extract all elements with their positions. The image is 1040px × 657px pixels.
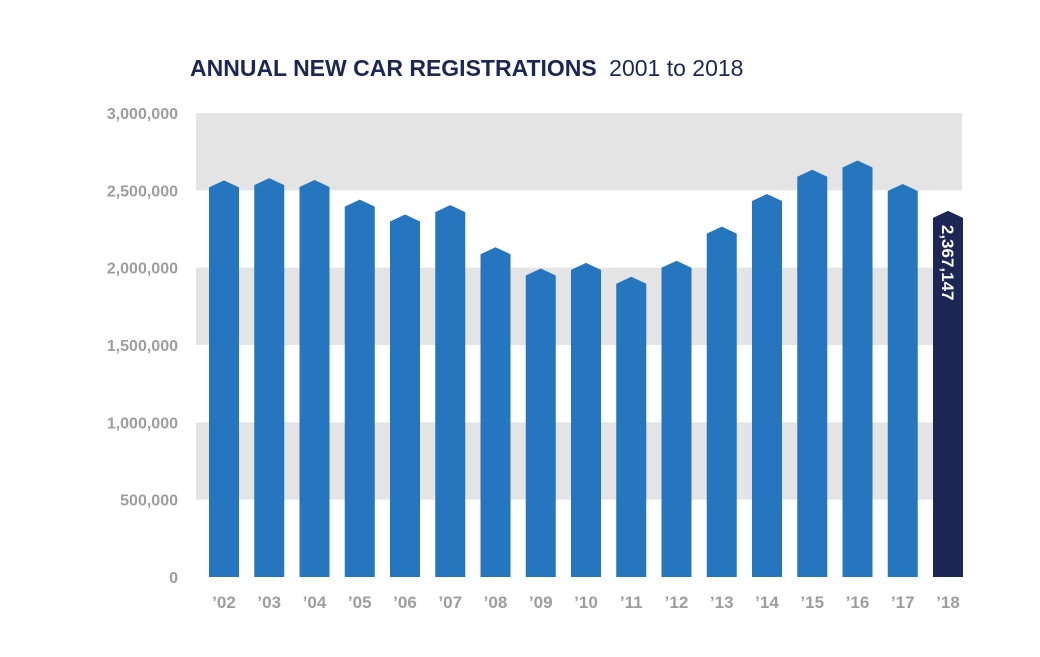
bar bbox=[344, 199, 375, 577]
x-tick-label: ’11 bbox=[620, 593, 643, 612]
data-label: 2,367,147 bbox=[938, 225, 957, 301]
chart-subtitle: 2001 to 2018 bbox=[609, 55, 743, 81]
y-tick-label: 500,000 bbox=[120, 493, 178, 510]
x-tick-label: ’15 bbox=[800, 593, 824, 612]
y-tick-label: 2,000,000 bbox=[107, 261, 178, 278]
bar bbox=[299, 179, 330, 577]
bar bbox=[571, 262, 601, 577]
bar bbox=[525, 268, 556, 577]
x-tick-label: ’07 bbox=[438, 593, 462, 612]
data-labels: 2,367,147 bbox=[938, 225, 957, 301]
x-tick-label: ’10 bbox=[574, 593, 598, 612]
x-tick-label: ’17 bbox=[891, 593, 915, 612]
x-tick-label: ’05 bbox=[348, 593, 372, 612]
x-axis-ticks: ’02 ’03 ’04 ’05 ’06 ’07 ’08 ’09 ’10 ’11 ’12 ’13 ’14 ’… bbox=[212, 593, 960, 612]
bar bbox=[209, 180, 239, 577]
bar bbox=[480, 247, 511, 577]
bar bbox=[435, 205, 466, 577]
x-tick-label: ’14 bbox=[755, 593, 779, 612]
background-band bbox=[196, 113, 962, 191]
bar bbox=[752, 194, 782, 577]
x-tick-label: ’09 bbox=[529, 593, 553, 612]
y-tick-label: 1,500,000 bbox=[107, 338, 178, 355]
bar bbox=[706, 226, 737, 577]
bar bbox=[254, 178, 285, 577]
y-tick-label: 3,000,000 bbox=[107, 106, 178, 123]
x-tick-label: ’02 bbox=[212, 593, 236, 612]
y-tick-label: 1,000,000 bbox=[107, 415, 178, 432]
x-tick-label: ’08 bbox=[484, 593, 508, 612]
bar bbox=[616, 276, 647, 577]
x-tick-label: ’04 bbox=[303, 593, 327, 612]
bar bbox=[661, 260, 692, 577]
chart-title-main: ANNUAL NEW CAR REGISTRATIONS bbox=[190, 55, 597, 81]
bar bbox=[933, 210, 963, 577]
bars bbox=[209, 160, 963, 577]
x-tick-label: ’13 bbox=[710, 593, 734, 612]
x-tick-label: ’16 bbox=[846, 593, 870, 612]
x-tick-label: ’06 bbox=[393, 593, 417, 612]
x-tick-label: ’03 bbox=[257, 593, 281, 612]
x-tick-label: ’18 bbox=[936, 593, 960, 612]
chart-title: ANNUAL NEW CAR REGISTRATIONS 2001 to 201… bbox=[190, 55, 743, 81]
x-tick-label: ’12 bbox=[665, 593, 689, 612]
y-axis-ticks: 0 500,000 1,000,000 1,500,000 2,000,000 2,500… bbox=[107, 106, 178, 587]
bar bbox=[887, 183, 918, 577]
y-tick-label: 0 bbox=[169, 570, 178, 587]
y-tick-label: 2,500,000 bbox=[107, 183, 178, 200]
bar bbox=[390, 214, 420, 577]
bar bbox=[842, 160, 873, 577]
bar bbox=[797, 169, 828, 577]
